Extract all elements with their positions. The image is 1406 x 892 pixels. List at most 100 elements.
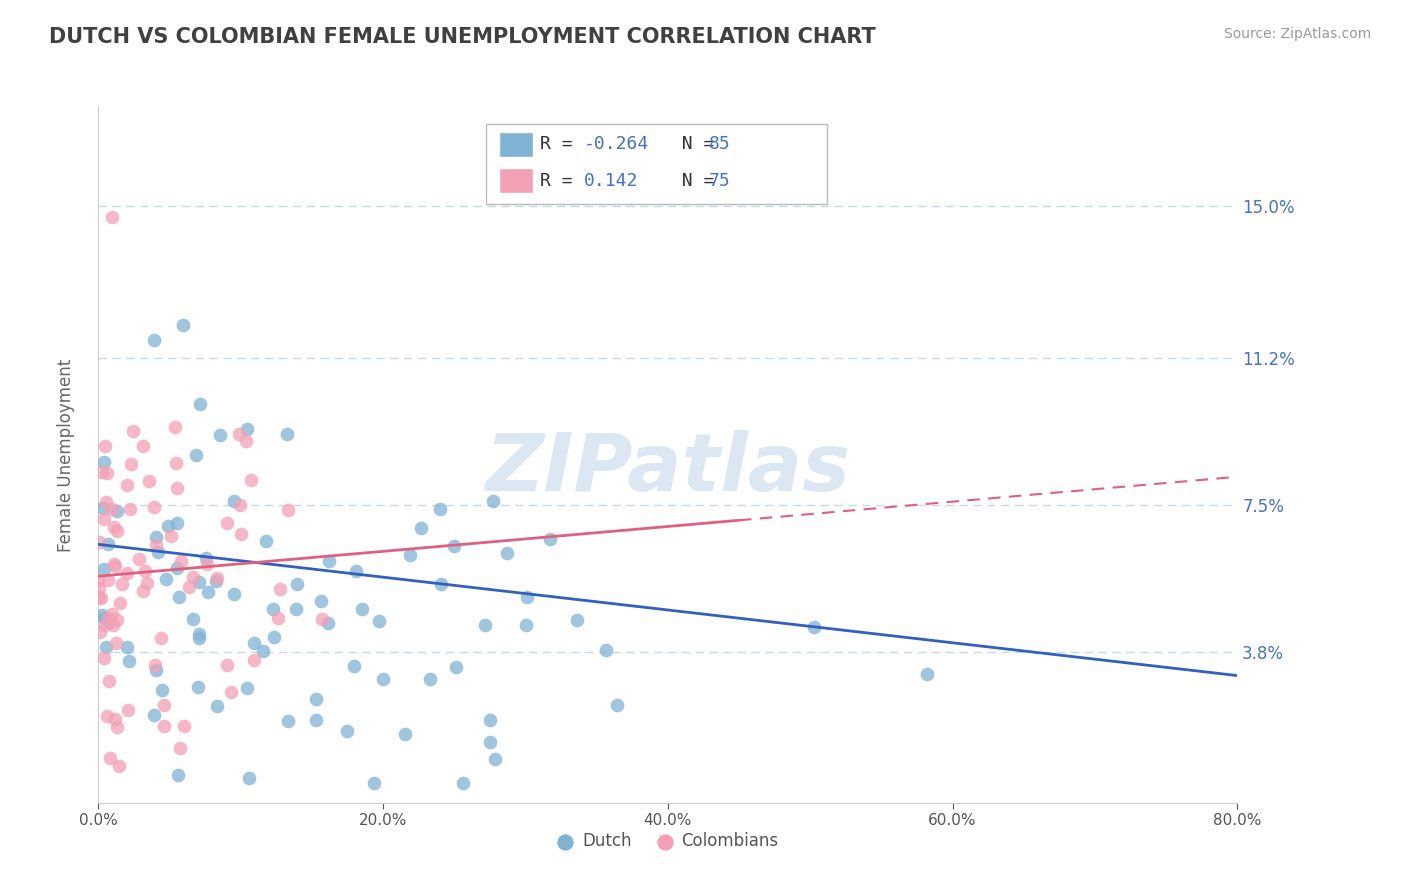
Point [236,422,259,436]
Point [195,558,218,572]
Point [93,512,115,526]
Point [215,516,238,530]
Point [128,551,150,566]
Point [110,596,132,610]
Point [143,707,166,722]
Point [305,713,328,727]
Point [165,457,187,471]
Point [243,653,266,667]
Text: Source: ZipAtlas.com: Source: ZipAtlas.com [1223,27,1371,41]
Point [228,427,250,442]
Point [98,615,121,629]
Point [538,532,561,546]
Point [117,703,139,717]
Point [409,521,432,535]
Point [515,618,537,632]
Point [205,571,228,585]
Point [89,535,111,549]
Point [484,752,506,766]
Point [229,498,252,512]
Point [157,519,180,533]
Point [101,210,124,224]
Point [89,624,111,639]
Point [145,530,167,544]
Point [167,591,190,605]
Point [188,397,211,411]
Point [565,613,588,627]
Point [91,608,114,623]
Point [90,591,112,605]
Point [277,503,299,517]
Point [103,519,125,533]
Text: R =: R = [540,136,583,153]
Point [136,576,159,591]
Point [159,529,181,543]
Point [101,501,124,516]
Point [167,768,190,782]
Legend: Dutch, Colombians: Dutch, Colombians [550,826,786,857]
Point [166,516,188,530]
Point [221,684,243,698]
Point [195,551,218,566]
Point [595,643,617,657]
Point [205,574,228,589]
Point [173,719,195,733]
Point [235,434,257,448]
Point [419,672,441,686]
Text: 85: 85 [709,136,731,153]
FancyBboxPatch shape [499,168,533,193]
Point [150,683,173,698]
Point [103,557,125,571]
Point [96,709,118,723]
Point [285,577,308,591]
Text: N =: N = [659,171,725,189]
Point [146,545,169,559]
Point [446,660,468,674]
Point [197,584,219,599]
Point [122,424,145,438]
Point [371,672,394,686]
Text: -0.264: -0.264 [583,136,648,153]
Text: DUTCH VS COLOMBIAN FEMALE UNEMPLOYMENT CORRELATION CHART: DUTCH VS COLOMBIAN FEMALE UNEMPLOYMENT C… [49,27,876,46]
Point [153,698,176,712]
Point [311,612,333,626]
Point [105,636,128,650]
Point [267,611,290,625]
Point [188,574,211,589]
Text: 75: 75 [709,171,731,189]
Point [105,720,128,734]
Point [105,504,128,518]
Point [115,566,138,581]
Point [104,558,127,573]
Point [229,526,252,541]
Point [94,495,117,509]
Point [97,537,120,551]
Point [305,691,328,706]
Point [97,610,120,624]
Point [117,640,139,654]
Point [143,658,166,673]
Point [120,457,142,471]
FancyBboxPatch shape [499,132,533,157]
Point [352,602,374,616]
Point [343,659,366,673]
Point [187,680,209,694]
Point [336,724,359,739]
Point [98,673,121,688]
Point [105,613,128,627]
Point [243,635,266,649]
Point [238,771,260,785]
Point [367,614,389,628]
Point [93,611,115,625]
Point [263,630,285,644]
Point [316,615,339,630]
Point [170,554,193,568]
Point [100,607,122,622]
Point [166,481,188,495]
Point [262,602,284,616]
Point [188,627,211,641]
Point [236,681,259,696]
Point [93,562,115,576]
Point [285,601,308,615]
Point [222,493,245,508]
